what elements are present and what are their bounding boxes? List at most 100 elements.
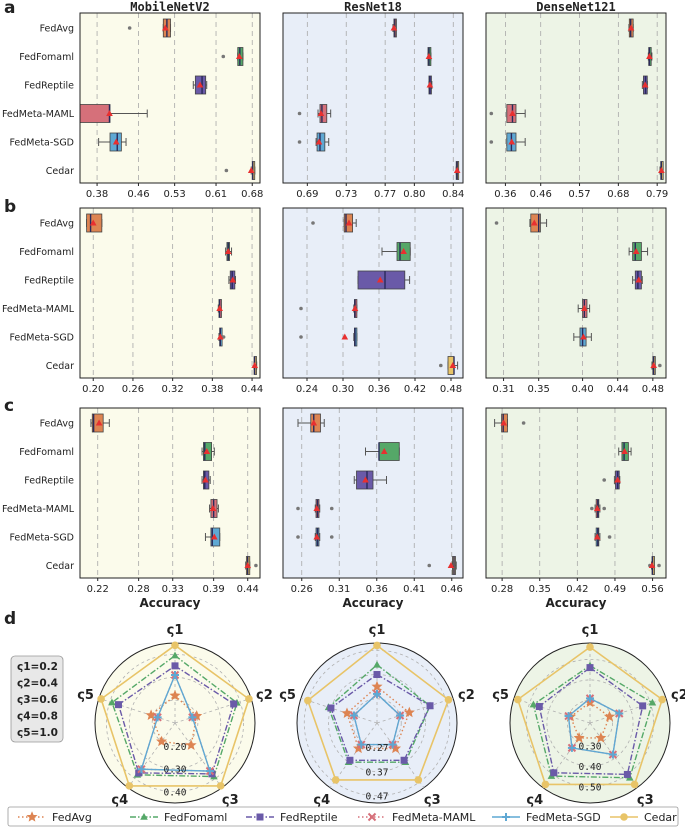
x-axis-label: Accuracy [342, 596, 403, 610]
mean-marker [449, 362, 457, 368]
radar-point [615, 709, 624, 718]
box-fedmeta-sgd [296, 527, 334, 547]
mean-marker [530, 219, 538, 226]
mean-marker [635, 276, 643, 283]
radar-point [658, 695, 666, 704]
radar-point [304, 696, 312, 705]
axes-background [80, 208, 260, 378]
radar-ring-label: 0.47 [366, 792, 389, 803]
box-fedfomaml [628, 242, 649, 261]
radar-series-line [567, 697, 621, 756]
box-fedfomaml [365, 442, 400, 461]
outlier-point [489, 111, 494, 116]
outlier-point [329, 506, 334, 511]
outlier-point [657, 563, 661, 568]
mean-marker [453, 167, 461, 173]
x-tick-label: 0.28 [128, 584, 150, 595]
radar-point [514, 695, 522, 704]
y-tick-label: FedAvg [40, 219, 74, 230]
mean-marker [235, 53, 243, 59]
x-axis-label: Accuracy [545, 596, 606, 610]
radar-ring-label: 0.30 [579, 742, 602, 753]
mean-marker [209, 505, 217, 511]
mean-marker [112, 138, 120, 145]
axes-background [283, 13, 463, 183]
box-fedfomaml [618, 442, 632, 461]
mean-marker [650, 362, 658, 368]
radar-point [648, 698, 657, 706]
mean-marker [351, 305, 359, 311]
y-tick-label: Cedar [46, 361, 74, 372]
box-fedavg [627, 18, 635, 38]
box-fedmeta-sgd [204, 527, 221, 547]
box-cedar [658, 161, 665, 180]
radar-resnet18: 0.27 0.37 0.47 ς1 ς2 ς3 ς4 ς5 [279, 623, 475, 808]
mean-marker [313, 505, 321, 511]
mean-marker [593, 533, 601, 540]
legend-label: FedMeta-SGD [526, 811, 601, 824]
mean-marker [216, 333, 224, 340]
boxplot-b-mobilenetv2: FedAvg FedFomaml FedReptile FedMeta-MAML Fed… [2, 207, 263, 395]
radar-point [156, 735, 168, 747]
mean-marker [593, 505, 601, 511]
radar-point [169, 689, 181, 701]
x-tick-label: 0.36 [368, 384, 390, 395]
x-tick-label: 0.39 [203, 584, 225, 595]
radar-point [171, 671, 179, 679]
radar-point [171, 651, 179, 659]
outlier-point [221, 54, 226, 59]
radar-ring [106, 654, 244, 792]
radar-series-line [532, 664, 654, 779]
box-fedreptile [192, 75, 208, 95]
x-tick-label: 0.33 [162, 584, 184, 595]
mean-marker [447, 562, 455, 568]
radar-axis-label: ς4 [111, 793, 128, 808]
box-fedavg [494, 213, 548, 233]
radar-spoke [513, 697, 591, 724]
radar-key-line: ς2=0.4 [17, 678, 58, 690]
radar-axis-label: ς1 [369, 623, 386, 638]
box-fedreptile [201, 470, 211, 490]
legend-entry-fedavg: FedAvg [18, 811, 92, 824]
mean-marker [216, 305, 223, 311]
outlier-point [489, 140, 494, 144]
radar-point [550, 769, 558, 777]
box-fedmeta-sgd [593, 527, 612, 547]
x-tick-label: 0.36 [494, 189, 516, 200]
radar-point [185, 739, 197, 750]
mean-marker [244, 562, 252, 568]
radar-ring [128, 676, 222, 770]
mean-marker [380, 448, 388, 454]
box-fedmeta-sgd [216, 327, 226, 347]
box-fedfomaml [201, 442, 215, 461]
mean-marker [224, 248, 232, 254]
radar-point [564, 712, 573, 721]
axes-frame [282, 207, 464, 379]
box-fedreptile [353, 470, 387, 490]
radar-axis-label: ς2 [256, 688, 273, 703]
radar-ring-label: 0.30 [164, 765, 187, 776]
mean-marker [509, 110, 516, 116]
legend-label: FedMeta-MAML [392, 811, 476, 824]
box-cedar [224, 161, 256, 180]
legend-label: FedFomaml [164, 811, 227, 824]
y-tick-label: FedReptile [24, 276, 74, 287]
x-tick-label: 0.36 [366, 584, 388, 595]
radar-spoke [376, 697, 454, 724]
x-axis-label: Accuracy [139, 596, 200, 610]
mean-marker [376, 276, 384, 283]
radar-series-line [346, 685, 411, 750]
axes-frame [282, 12, 464, 184]
mean-marker [390, 24, 398, 31]
y-tick-label: FedMeta-SGD [9, 333, 74, 344]
radar-point [216, 782, 225, 790]
radar-point [400, 756, 408, 764]
mean-marker [646, 53, 653, 59]
mean-marker [426, 81, 434, 88]
outlier-point [224, 168, 229, 173]
x-tick-label: 0.26 [291, 584, 313, 595]
box-cedar [427, 556, 457, 575]
radar-series-fedreptile [327, 671, 434, 764]
mean-marker [648, 562, 656, 568]
radar-point [623, 770, 631, 778]
